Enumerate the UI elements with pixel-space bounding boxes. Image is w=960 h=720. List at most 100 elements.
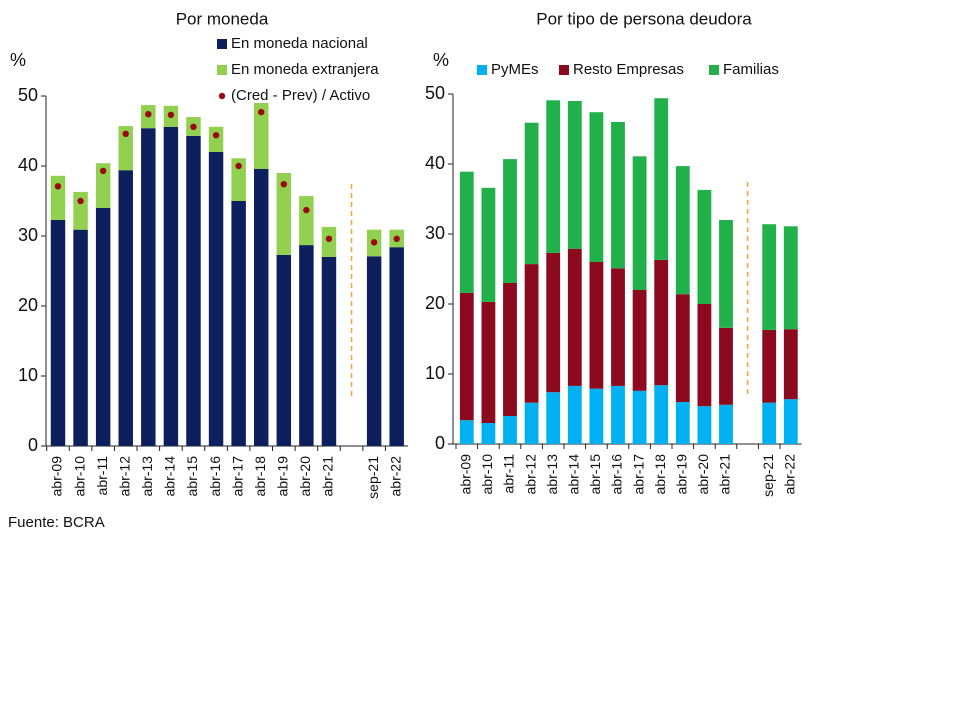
bar-segment [654,385,669,444]
bar-segment [208,126,224,152]
bar-segment [299,245,314,446]
y-tick-label: 50 [18,85,38,105]
bar-segment [589,262,604,389]
legend-swatch [709,65,719,75]
bar-segment [654,98,669,260]
bar-segment [675,294,690,402]
ratio-dot [167,111,175,119]
bar-segment [95,208,111,446]
bar-segment [503,283,517,416]
ratio-dot [190,123,197,130]
bar-segment [50,219,66,446]
x-tick-label: abr-15 [184,456,200,497]
ratio-dot [393,235,400,242]
x-tick-label: abr-18 [652,454,668,495]
x-tick-label: abr-20 [297,456,313,497]
x-tick-label: abr-10 [71,456,87,497]
bar-segment [546,252,561,393]
x-tick-label: abr-19 [674,454,690,495]
ratio-dot [145,111,152,118]
bar-segment [654,259,669,386]
bar-segment [73,191,88,230]
y-tick-label: 40 [425,153,445,173]
bar-segment [73,229,88,446]
y-tick-label: 10 [425,363,445,383]
bar-segment [632,290,647,391]
bar-segment [366,256,382,446]
y-tick-label: 0 [28,435,38,455]
y-tick-label: 10 [18,365,38,385]
y-tick-label: 20 [425,293,445,313]
bar-segment [783,226,798,330]
x-tick-label: sep-21 [760,454,776,497]
chart-title: Por tipo de persona deudora [536,9,752,28]
y-tick-label: 30 [18,225,38,245]
bar-segment [697,304,712,407]
y-tick-label: 0 [435,433,445,453]
ratio-dot [235,162,242,170]
bar-segment [719,220,733,328]
x-tick-label: abr-13 [544,454,560,495]
legend-swatch [217,39,227,49]
x-tick-label: abr-12 [522,454,538,495]
bar-segment [762,402,777,444]
bar-segment [589,388,604,444]
bar-segment [276,254,292,446]
bar-segment [459,420,474,444]
y-unit: % [10,50,26,70]
bar-segment [208,152,224,446]
y-tick-label: 40 [18,155,38,175]
y-tick-label: 30 [425,223,445,243]
bar-segment [231,201,246,446]
x-tick-label: abr-12 [116,456,132,497]
bar-segment [632,390,647,444]
bar-segment [299,196,314,246]
legend-swatch [217,65,227,75]
source-note: Fuente: BCRA [8,514,105,531]
bar-segment [567,385,582,444]
bar-segment [50,175,66,220]
bar-segment [697,189,712,304]
ratio-dot [54,183,62,190]
legend-swatch [218,92,226,100]
bar-segment [118,126,133,171]
legend-label: Familias [723,61,779,78]
bar-segment [459,171,474,293]
x-tick-label: abr-21 [320,456,336,497]
bar-segment [118,170,133,446]
x-tick-label: abr-19 [275,456,291,497]
x-tick-label: abr-15 [587,454,603,495]
bar-segment [762,329,777,403]
bar-segment [675,166,690,295]
chart-title: Por moneda [176,9,269,28]
x-tick-label: abr-22 [782,454,798,495]
bar-segment [611,268,625,386]
bar-segment [253,103,269,169]
bar-segment [95,163,111,208]
x-tick-label: abr-20 [695,454,711,495]
x-tick-label: abr-17 [630,454,646,495]
bar-segment [231,158,246,201]
legend-swatch [559,65,569,75]
bar-segment [481,187,496,302]
bar-segment [459,292,474,421]
x-tick-label: abr-21 [717,454,733,495]
x-tick-label: abr-14 [566,454,582,495]
bar-segment [321,257,337,446]
bar-segment [719,327,733,405]
x-tick-label: abr-11 [501,454,517,494]
bar-segment [611,122,625,269]
bar-segment [697,406,712,444]
legend-swatch [477,65,487,75]
ratio-dot [212,132,220,139]
bar-segment [163,126,179,447]
bar-segment [546,100,561,253]
x-tick-label: abr-16 [207,456,223,497]
y-tick-label: 50 [425,83,445,103]
bar-segment [675,402,690,444]
bar-segment [567,248,582,386]
x-tick-label: abr-09 [49,456,65,497]
bar-segment [524,264,539,403]
x-tick-label: abr-09 [458,454,474,495]
